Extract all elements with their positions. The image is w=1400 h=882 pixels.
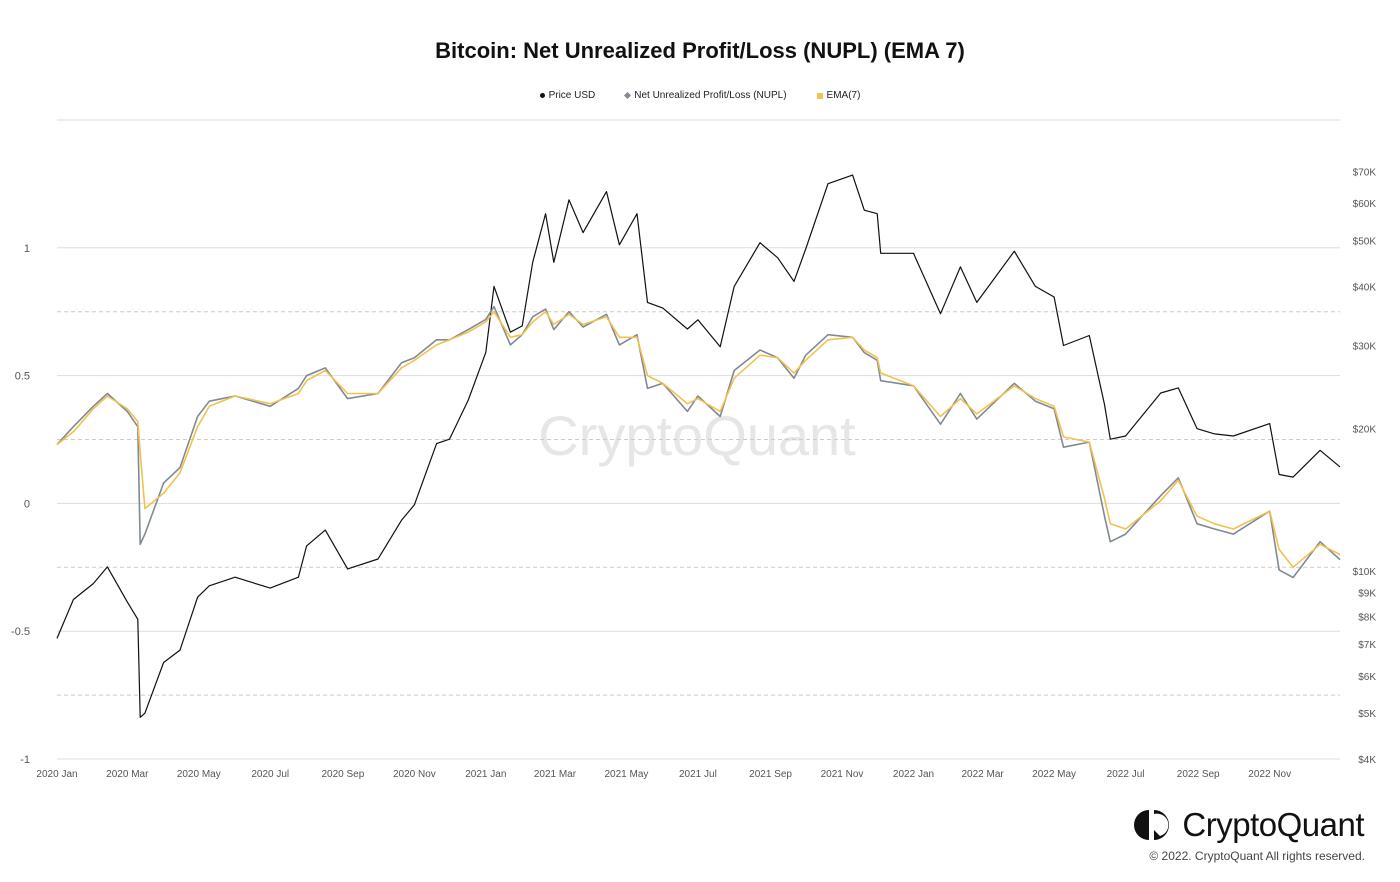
right-tick-label: $70K [1353, 168, 1377, 179]
gridlines [57, 119, 1340, 760]
watermark-text: CryptoQuant [538, 404, 856, 467]
x-tick-label: 2021 Mar [534, 769, 577, 780]
series-line-price [56, 174, 1341, 718]
left-tick-label: 0.5 [15, 371, 30, 383]
right-tick-label: $7K [1358, 640, 1376, 651]
copyright-text: © 2022. CryptoQuant All rights reserved. [1149, 849, 1365, 863]
right-tick-label: $5K [1358, 709, 1376, 720]
chart-title: Bitcoin: Net Unrealized Profit/Loss (NUP… [435, 38, 965, 63]
right-tick-label: $60K [1353, 199, 1377, 210]
series-line-ema [56, 310, 1341, 569]
legend-item-price[interactable]: Price USD [539, 90, 596, 101]
x-tick-label: 2022 Jul [1107, 769, 1145, 780]
left-tick-label: 0 [24, 498, 30, 510]
legend-item-ema[interactable]: EMA(7) [816, 90, 861, 101]
legend: Price USD Net Unrealized Profit/Loss (NU… [0, 90, 1400, 101]
right-tick-label: $30K [1353, 341, 1377, 352]
x-tick-label: 2021 Jul [679, 769, 717, 780]
brand-logo-block: CryptoQuant [1132, 806, 1364, 844]
left-tick-label: -0.5 [11, 626, 30, 638]
right-tick-label: $8K [1358, 613, 1376, 624]
cryptoquant-logo-icon [1134, 810, 1170, 840]
right-tick-label: $10K [1353, 567, 1377, 578]
left-tick-label: 1 [24, 243, 30, 255]
left-tick-label: -1 [20, 754, 30, 766]
right-tick-label: $9K [1358, 589, 1376, 600]
x-tick-label: 2022 Nov [1248, 769, 1291, 780]
legend-label-ema: EMA(7) [826, 90, 861, 101]
x-tick-label: 2021 Nov [821, 769, 864, 780]
price-marker-icon [539, 93, 545, 98]
legend-item-nupl[interactable]: Net Unrealized Profit/Loss (NUPL) [624, 90, 787, 101]
ema-marker-icon [816, 92, 823, 99]
right-tick-label: $20K [1353, 425, 1377, 436]
x-tick-label: 2021 Jan [465, 769, 506, 780]
x-tick-label: 2020 Nov [393, 769, 436, 780]
x-tick-label: 2020 Sep [321, 769, 364, 780]
right-tick-label: $50K [1353, 237, 1377, 248]
right-tick-label: $40K [1353, 282, 1377, 293]
x-tick-label: 2022 Sep [1177, 769, 1220, 780]
x-tick-label: 2020 Jan [36, 769, 77, 780]
right-axis-ticks: $4K $5K $6K $7K $8K $9K $10K $20K $30K $40K $50K $6… [1353, 168, 1377, 766]
x-tick-label: 2022 May [1032, 769, 1076, 780]
legend-label-nupl: Net Unrealized Profit/Loss (NUPL) [634, 90, 787, 101]
right-tick-label: $4K [1358, 755, 1376, 766]
brand-name: CryptoQuant [1182, 806, 1364, 843]
legend-label-price: Price USD [548, 90, 596, 101]
x-tick-label: 2020 May [177, 769, 221, 780]
series-lines [56, 174, 1341, 718]
left-axis-ticks: -1 -0.5 0 0.5 1 [11, 243, 30, 766]
x-tick-label: 2021 Sep [749, 769, 792, 780]
x-axis-ticks: 2020 Jan 2020 Mar 2020 May 2020 Jul 2020 Sep… [36, 769, 1291, 780]
right-tick-label: $6K [1358, 672, 1376, 683]
x-tick-label: 2021 May [604, 769, 648, 780]
x-tick-label: 2020 Mar [106, 769, 149, 780]
x-tick-label: 2022 Jan [893, 769, 934, 780]
x-tick-label: 2020 Jul [251, 769, 289, 780]
x-tick-label: 2022 Mar [962, 769, 1005, 780]
